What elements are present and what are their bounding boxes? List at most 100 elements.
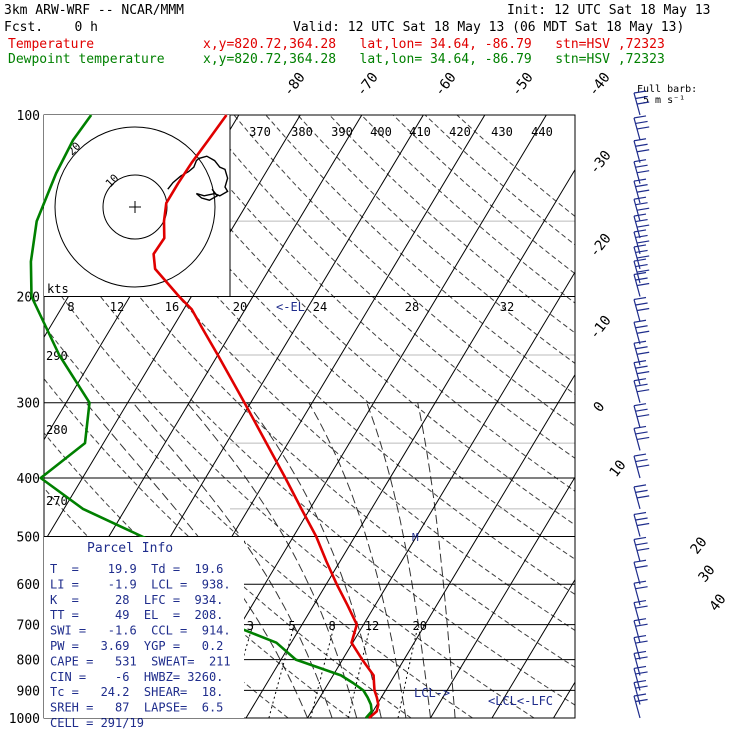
wind-barb [633,319,650,345]
isotherm-line [368,373,575,718]
valid-time: Valid: 12 UTC Sat 18 May 13 (06 MDT Sat … [293,20,685,35]
isotherm-label: 40 [707,591,730,614]
theta-label: 380 [291,125,313,139]
dewpoint-location: x,y=820.72,364.28 lat,lon= 34.64, -86.79… [203,52,665,67]
pressure-label: 100 [17,109,40,124]
theta-label: 280 [46,423,68,437]
wind-barb [633,693,648,719]
lcl-marker: LCL-> [414,686,450,700]
speed-scale-label: 16 [165,300,179,314]
pressure-label: 800 [17,654,40,669]
speed-scale-label: 8 [67,300,74,314]
theta-label: 400 [370,125,392,139]
init-time: Init: 12 UTC Sat 18 May 13 [507,3,711,18]
hodograph [44,115,231,296]
wind-barb [633,536,650,562]
wind-barb [633,271,650,297]
wind-barb [633,213,650,239]
dewpoint-legend: Dewpoint temperature [8,52,165,67]
pressure-label: 600 [17,578,40,593]
isotherm-label: -50 [509,70,537,100]
wind-barb [633,229,650,255]
pressure-label: 400 [17,472,40,487]
isotherm-label: -40 [586,70,614,100]
isotherm-line [307,271,575,718]
theta-label: 390 [331,125,353,139]
isotherm-line [184,115,547,718]
full-barb-value: 5 m s⁻¹ [643,95,686,106]
hodograph-trace [167,155,229,201]
isotherm-line [491,578,575,718]
isotherm-label: 10 [607,457,630,480]
wind-barbs [633,90,650,719]
mixing-ratio-label: 12 [365,619,379,633]
isotherm-label: -30 [587,148,615,178]
temperature-line [152,114,380,719]
lcl-lfc-marker: <LCL<-LFC [488,694,553,708]
isotherm-label: -10 [587,313,615,343]
temperature-legend: Temperature [8,37,95,52]
parcel-info-row: PW = 3.69 YGP = 0.2 [50,639,223,653]
pressure-label: 500 [17,530,40,545]
pressure-label: 700 [17,619,40,634]
wind-barb [633,665,648,691]
wind-barb [633,511,650,537]
parcel-info-row: K = 28 LFC = 934. [50,593,223,607]
isotherm-label: 20 [688,534,711,557]
isotherm-label: -20 [587,231,615,261]
wind-barb [633,115,650,141]
isotherm-label: -60 [432,70,460,100]
parcel-info-row: CIN = -6 HWBZ= 3260. [50,670,223,684]
parcel-info-row: CELL = 291/19 [50,716,144,730]
speed-scale-label: 24 [313,300,327,314]
wind-barb [633,600,648,625]
isotherm-label: -80 [281,70,309,100]
isotherm-line [615,115,740,718]
theta-label: 410 [409,125,431,139]
wind-barb [633,559,648,585]
speed-scale-label: 32 [500,300,514,314]
parcel-info-title: Parcel Info [87,541,173,556]
speed-scale-label: 12 [110,300,124,314]
isotherm-label: 30 [696,562,719,585]
wind-barb [633,453,650,479]
parcel-info-row: TT = 49 EL = 208. [50,608,223,622]
pressure-label: 200 [17,291,40,306]
wind-barb [633,378,650,403]
isotherm-line [553,681,575,718]
theta-label: 430 [491,125,513,139]
parcel-info-box: Parcel Info T = 19.9 Td = 19.6LI = -1.9 L… [44,537,244,730]
temperature-location: x,y=820.72,364.28 lat,lon= 34.64, -86.79… [203,37,665,52]
el-marker: <-EL [276,300,305,314]
isotherm-label: 0 [591,399,609,415]
wind-barb [633,425,650,451]
speed-scale-label: 28 [405,300,419,314]
parcel-info-row: CAPE = 531 SWEAT= 211 [50,654,231,668]
isotherm-line [245,168,575,718]
wind-barb [633,138,650,163]
theta-label: 370 [249,125,271,139]
wind-barb [633,296,650,322]
wind-barb [633,90,650,116]
parcel-info-row: LI = -1.9 LCL = 938. [50,577,231,591]
mixing-ratio-label: 20 [413,619,427,633]
pressure-label: 900 [17,684,40,699]
diagram-frame [43,114,576,719]
full-barb-label: Full barb: [637,84,698,95]
m-marker: M [412,531,419,544]
wind-barb [633,403,650,428]
pressure-label: 1000 [9,712,40,727]
wind-barb [633,618,648,643]
wind-barb [633,196,650,222]
isotherm-label: -70 [354,70,382,100]
parcel-info-row: SWI = -1.6 CCL = 914. [50,624,231,638]
theta-label: 270 [46,494,68,508]
wind-barb [633,244,650,270]
parcel-info-row: T = 19.9 Td = 19.6 [50,562,223,576]
forecast-hour: Fcst. 0 h [4,20,98,35]
wind-barb [633,178,650,204]
mixing-ratio-label: 5 [288,619,295,633]
pressure-label: 300 [17,397,40,412]
